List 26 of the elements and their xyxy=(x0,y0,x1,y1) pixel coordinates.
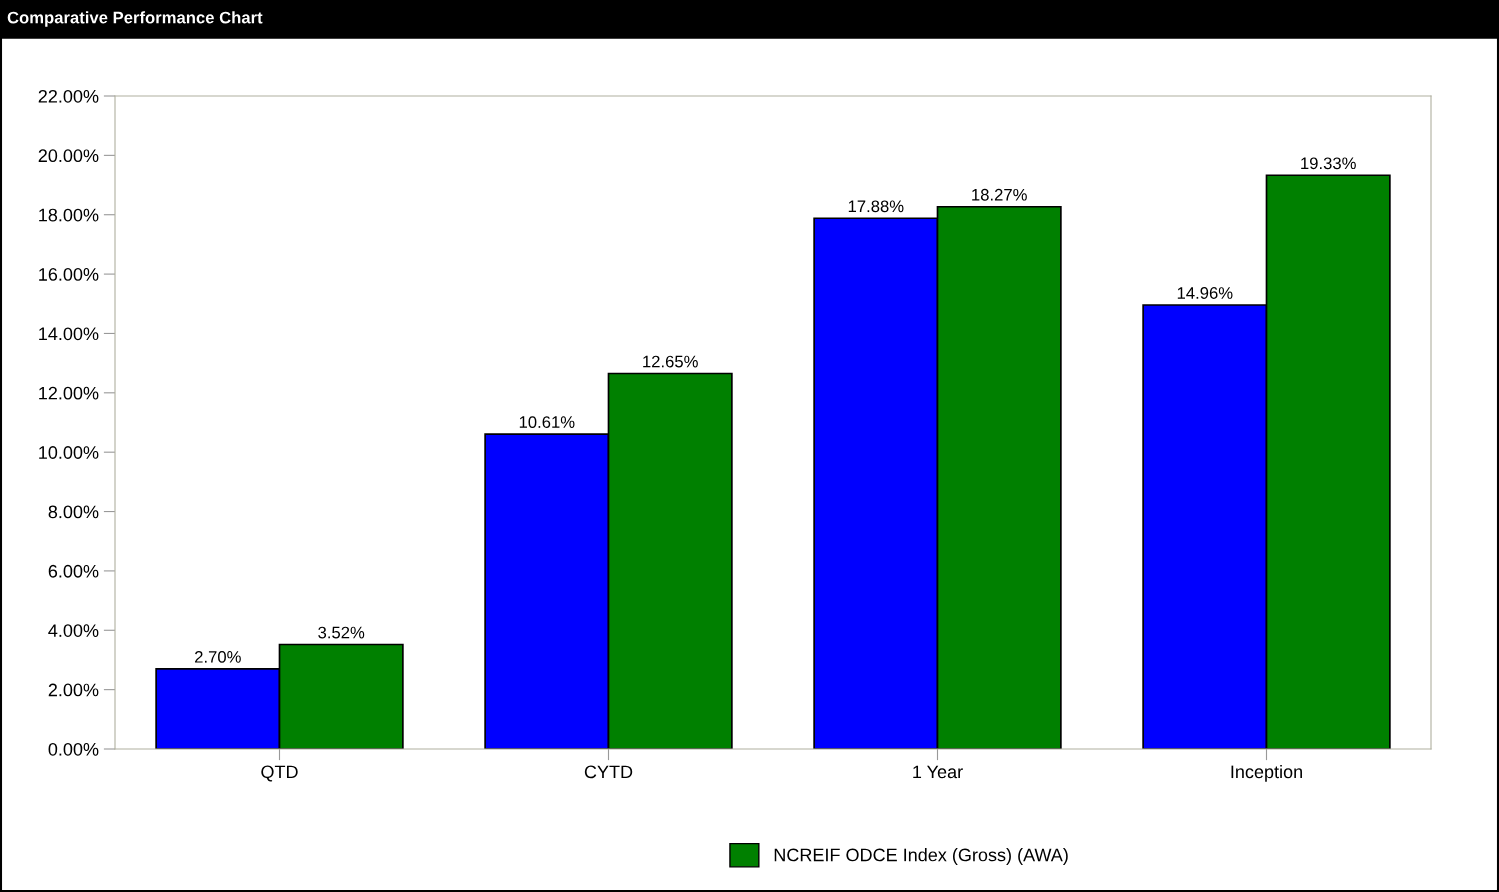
data-label: 10.61% xyxy=(519,416,575,428)
legend-label: NCREIF ODCE Index (Gross) (AWA) xyxy=(774,848,1068,865)
y-tick-label: 8.00% xyxy=(48,505,99,519)
y-tick-label: 6.00% xyxy=(48,564,99,578)
y-tick-label: 14.00% xyxy=(39,327,99,341)
x-tick-label: Inception xyxy=(1231,764,1302,782)
data-label: 14.96% xyxy=(1177,287,1233,299)
y-tick-label: 16.00% xyxy=(39,268,99,281)
y-tick-label: 12.00% xyxy=(39,386,99,400)
x-tick-label: CYTD xyxy=(584,765,633,779)
x-tick-label: QTD xyxy=(261,765,298,782)
data-label: 19.33% xyxy=(1301,157,1356,170)
data-label: 17.88% xyxy=(848,200,904,213)
data-label: 12.65% xyxy=(643,355,698,368)
y-tick-label: 10.00% xyxy=(39,446,99,459)
data-label: 18.27% xyxy=(972,188,1027,201)
y-tick-label: 20.00% xyxy=(38,149,99,163)
y-tick-label: 22.00% xyxy=(38,89,99,103)
y-tick-label: 2.00% xyxy=(48,683,99,697)
y-tick-label: 4.00% xyxy=(48,624,99,637)
x-tick-label: 1 Year xyxy=(913,765,963,779)
y-tick-label: 0.00% xyxy=(48,742,99,756)
data-label: 3.52% xyxy=(318,626,365,639)
chart-title: Comparative Performance Chart xyxy=(7,11,263,27)
data-label: 2.70% xyxy=(195,650,241,663)
y-tick-label: 18.00% xyxy=(39,208,99,222)
